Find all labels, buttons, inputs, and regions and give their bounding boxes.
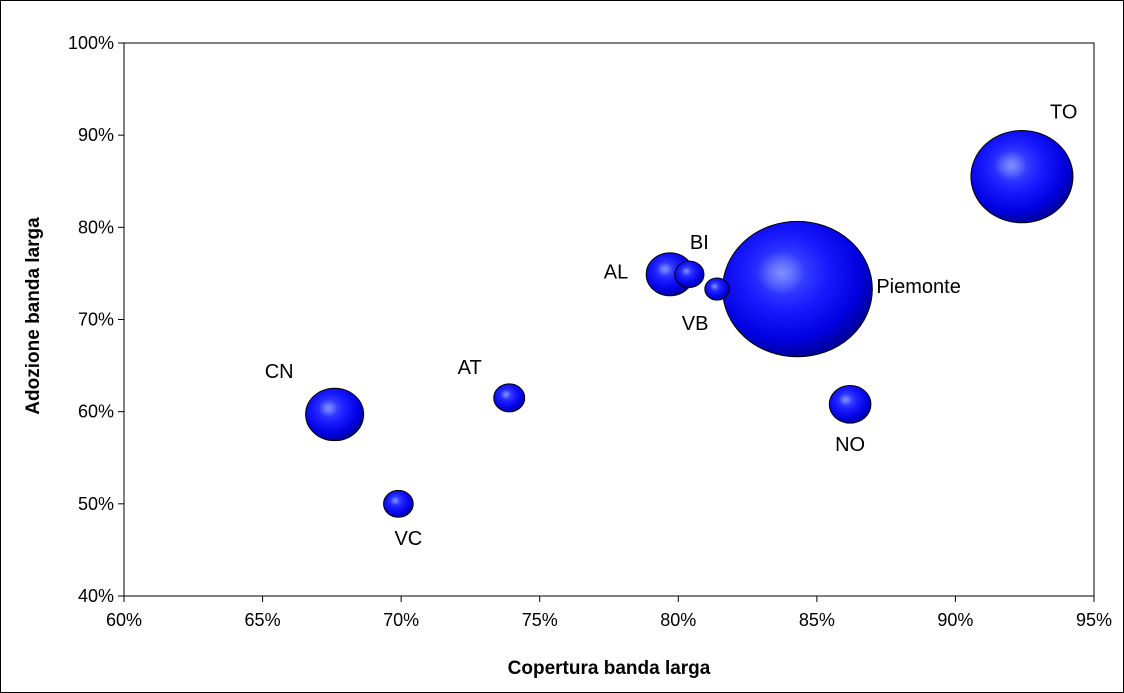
y-tick-label: 70% [78,310,114,330]
point-labels: CN VC AT AL BI VB Piemonte NO TO [265,102,1078,551]
bubble-piemonte [722,220,873,358]
x-tick-label: 60% [106,610,142,630]
x-tick-label: 95% [1076,610,1112,630]
y-tick-label: 50% [78,494,114,514]
y-tick-label: 60% [78,402,114,422]
point-label-bi: BI [690,232,709,254]
x-axis-title: Copertura banda larga [508,658,711,679]
point-label-to: TO [1050,102,1077,124]
bubble-highlight [710,282,719,290]
bubble-vb [704,277,730,301]
bubble-vc [383,489,414,518]
plot-area [123,42,1095,597]
bubble-highlight [657,262,673,277]
bubble-cn [305,387,365,442]
point-label-al: AL [604,261,628,283]
point-label-vc: VC [394,528,422,550]
x-tick-label: 90% [937,610,973,630]
y-tick-label: 80% [78,217,114,237]
bubble-highlight [994,150,1028,181]
bubble-highlight [838,393,853,406]
bubble-highlight [318,399,338,417]
point-label-no: NO [835,434,865,456]
x-tick-label: 85% [799,610,835,630]
y-axis-title: Adozione banda larga [23,217,44,415]
point-label-cn: CN [265,361,294,383]
bubble-highlight [500,389,511,399]
bubble-highlight [757,251,805,295]
x-axis: 60% 65% 70% 75% 80% 85% 90% 95% [106,596,1112,630]
x-tick-label: 80% [660,610,696,630]
bubbles [305,130,1074,518]
bubble-no [828,384,872,424]
bubble-bi [674,260,705,289]
bubble-highlight [681,266,691,276]
bubble-at [493,383,526,413]
x-tick-label: 75% [522,610,558,630]
point-label-vb: VB [682,313,709,335]
y-tick-label: 90% [78,125,114,145]
point-label-piemonte: Piemonte [876,276,961,298]
y-tick-label: 100% [68,33,114,53]
bubble-to [970,130,1074,224]
x-tick-label: 70% [383,610,419,630]
y-tick-label: 40% [78,586,114,606]
bubble-highlight [390,496,400,505]
point-label-at: AT [458,357,482,379]
x-tick-label: 65% [245,610,281,630]
y-axis: 40% 50% 60% 70% 80% 90% 100% [68,33,124,606]
